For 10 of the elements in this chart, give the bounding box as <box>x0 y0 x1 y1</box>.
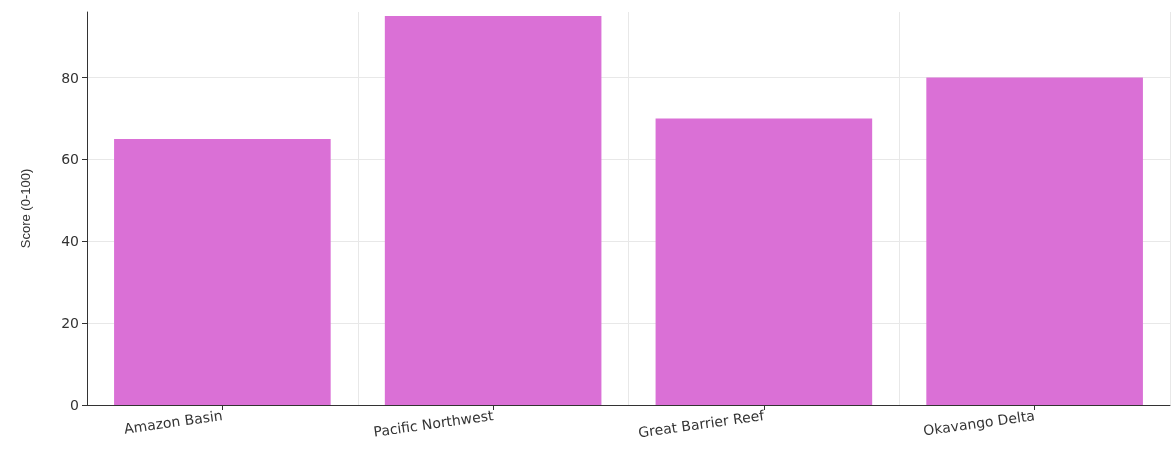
x-tick-label: Pacific Northwest <box>372 407 495 440</box>
y-tick-label: 60 <box>61 151 79 168</box>
y-tick-label: 80 <box>61 69 79 86</box>
y-tick-label: 0 <box>70 397 79 413</box>
x-tick-label: Great Barrier Reef <box>637 406 767 441</box>
y-axis-title: Score (0-100) <box>18 168 33 249</box>
x-tick-label: Amazon Basin <box>123 407 224 437</box>
y-tick-label: 40 <box>61 233 79 250</box>
x-tick-label: Okavango Delta <box>922 407 1036 439</box>
y-tick-label: 20 <box>61 315 79 332</box>
